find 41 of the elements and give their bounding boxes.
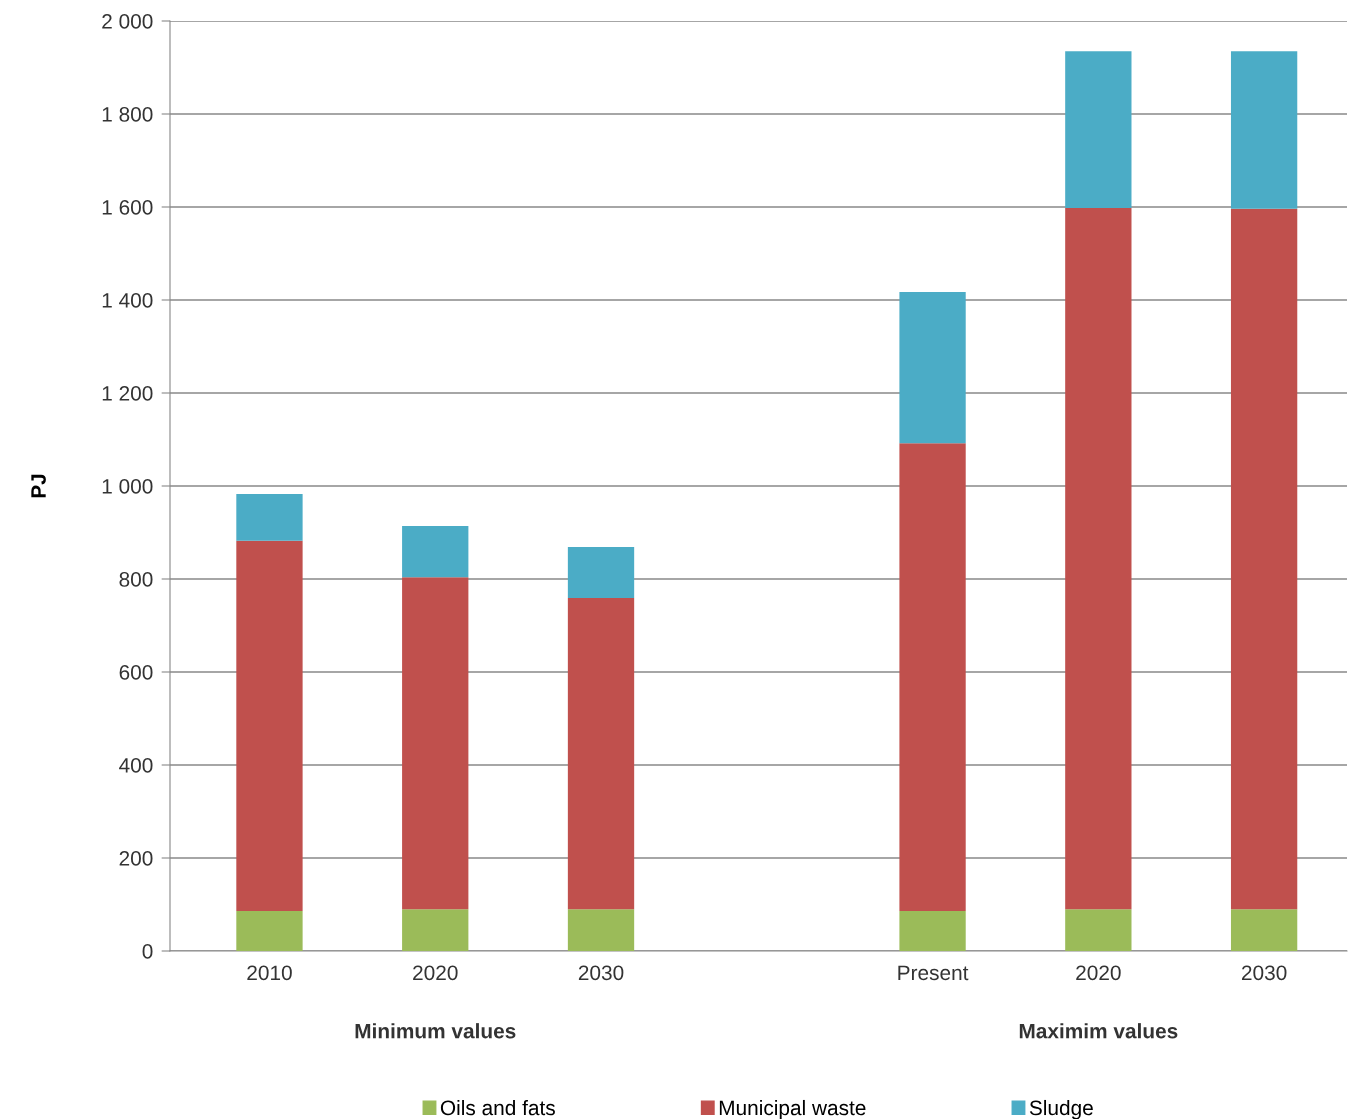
y-tick-label: 1 600 xyxy=(102,200,153,215)
bar xyxy=(1230,208,1298,910)
bar xyxy=(402,909,469,951)
bar xyxy=(1230,51,1298,209)
y-axis-title: PJ xyxy=(31,474,46,498)
bar xyxy=(899,292,966,444)
x-tick-label: 2030 xyxy=(1241,965,1287,981)
bar xyxy=(236,911,303,951)
bar xyxy=(236,493,303,541)
legend-label: Municipal waste xyxy=(719,1099,866,1119)
bar xyxy=(236,540,303,912)
y-tick-label: 1 800 xyxy=(102,107,153,122)
y-tick-label: 1 000 xyxy=(102,479,153,494)
bar xyxy=(567,546,635,599)
bar xyxy=(1230,909,1298,951)
legend-label: Sludge xyxy=(1029,1099,1093,1119)
text: Maximim values xyxy=(1019,1023,1178,1039)
bar xyxy=(567,598,635,910)
bar xyxy=(402,577,469,910)
bar xyxy=(1065,909,1132,951)
y-tick-label: 200 xyxy=(119,851,153,866)
x-tick-label: 2020 xyxy=(413,965,458,981)
x-tick-label: 2010 xyxy=(247,965,292,981)
bar xyxy=(899,443,966,912)
bar xyxy=(1065,207,1132,910)
x-tick-label: 2020 xyxy=(1076,965,1121,981)
bar xyxy=(1065,51,1132,208)
x-tick-label: 2030 xyxy=(578,965,624,981)
y-tick-label: 800 xyxy=(119,572,153,587)
text: Minimum values xyxy=(355,1023,516,1039)
y-tick-label: 600 xyxy=(119,665,153,680)
y-tick-label: 1 400 xyxy=(102,293,153,308)
bar xyxy=(899,911,966,951)
y-tick-label: 400 xyxy=(119,758,153,773)
bar xyxy=(567,909,635,951)
legend-label: Oils and fats xyxy=(440,1099,555,1116)
y-tick-label: 0 xyxy=(142,944,153,959)
bar xyxy=(402,525,469,578)
y-tick-label: 2 000 xyxy=(102,14,153,29)
y-tick-label: 1 200 xyxy=(102,386,153,401)
x-tick-label: Present xyxy=(898,965,969,981)
